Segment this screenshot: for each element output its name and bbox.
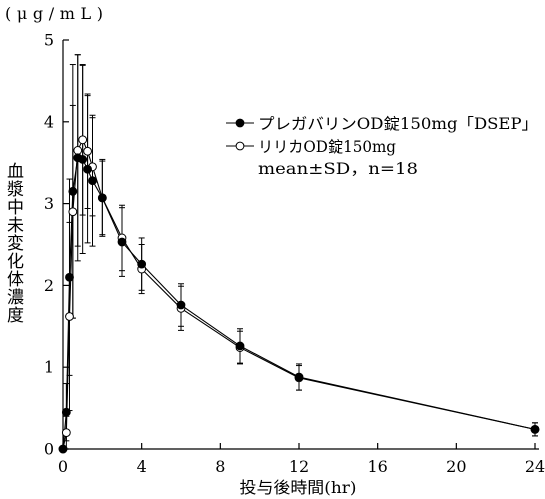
data-point-open-circle xyxy=(83,146,92,156)
series-line-open-circle xyxy=(62,139,536,450)
series-lines xyxy=(62,139,536,450)
data-point-filled-circle xyxy=(58,444,68,454)
y-tick-label: 1 xyxy=(44,358,54,377)
data-points xyxy=(58,135,540,454)
legend-marker-open-circle xyxy=(235,141,245,151)
data-point-filled-circle xyxy=(530,424,540,434)
legend-label: リリカOD錠150mg xyxy=(258,138,396,156)
data-point-filled-circle xyxy=(137,259,147,269)
y-tick-label: 3 xyxy=(44,194,54,213)
data-point-open-circle xyxy=(65,312,74,321)
data-point-filled-circle xyxy=(83,164,92,174)
legend-item: リリカOD錠150mg xyxy=(226,138,396,156)
x-tick-label: 12 xyxy=(289,457,309,476)
legend-item: プレガバリンOD錠150mg「DSEP」 xyxy=(226,115,538,133)
y-tick-label: 2 xyxy=(44,276,54,295)
data-point-filled-circle xyxy=(61,407,71,417)
x-tick-label: 0 xyxy=(58,457,68,476)
data-point-open-circle xyxy=(68,207,78,217)
y-axis-label: 血漿中未変化体濃度 xyxy=(3,162,23,324)
data-point-filled-circle xyxy=(65,272,74,282)
data-point-open-circle xyxy=(73,146,83,155)
error-bars xyxy=(63,54,538,450)
y-tick-label: 4 xyxy=(44,112,54,131)
data-point-filled-circle xyxy=(68,186,78,196)
data-point-filled-circle xyxy=(235,341,245,351)
data-point-filled-circle xyxy=(294,372,304,382)
data-point-open-circle xyxy=(78,135,88,145)
y-tick-label: 0 xyxy=(44,440,54,459)
data-point-open-circle xyxy=(61,428,71,438)
legend-note: mean±SD，n=18 xyxy=(258,160,418,178)
x-tick-label: 16 xyxy=(367,457,387,476)
legend-label: プレガバリンOD錠150mg「DSEP」 xyxy=(258,115,538,133)
data-point-filled-circle xyxy=(176,300,186,310)
x-axis-label: 投与後時間(hr) xyxy=(240,478,357,497)
legend: プレガバリンOD錠150mg「DSEP」 リリカOD錠150mg mean±SD… xyxy=(226,115,538,178)
y-tick-label: 5 xyxy=(44,31,54,50)
x-tick-label: 24 xyxy=(525,457,545,476)
y-unit-label: (μg/mL) xyxy=(5,4,103,23)
x-tick-label: 8 xyxy=(215,457,225,476)
legend-marker-filled-circle xyxy=(235,118,245,128)
series-line-filled-circle xyxy=(62,157,536,450)
data-point-filled-circle xyxy=(78,155,88,164)
x-tick-label: 20 xyxy=(446,457,466,476)
x-tick-label: 4 xyxy=(137,457,147,476)
data-point-filled-circle xyxy=(117,237,127,247)
data-point-filled-circle xyxy=(97,193,107,203)
data-point-filled-circle xyxy=(88,176,97,186)
